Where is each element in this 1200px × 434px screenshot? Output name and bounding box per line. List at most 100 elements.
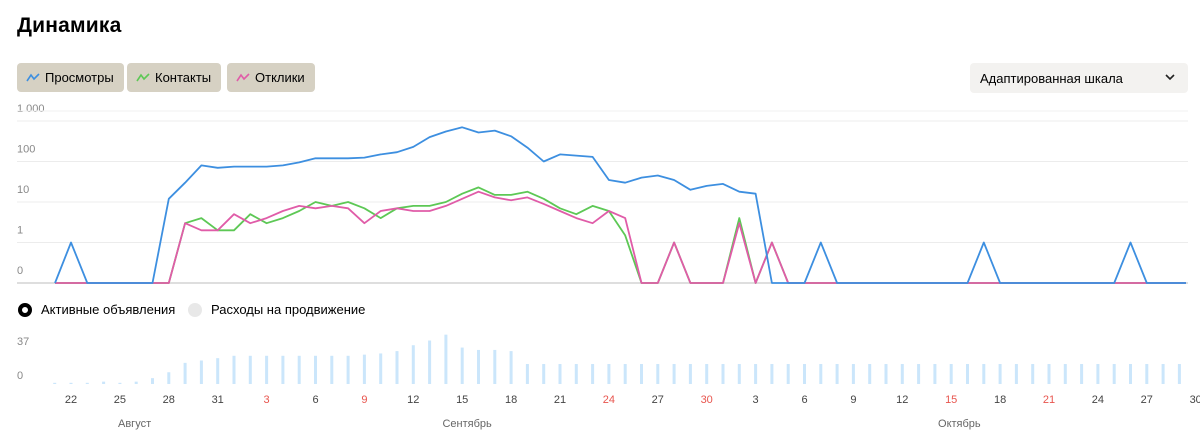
active-listings-bar [900,364,904,384]
metric-spend-label: Расходы на продвижение [211,302,366,317]
x-tick-label: 22 [65,394,77,406]
x-tick-label: 9 [361,394,367,406]
active-listings-bar [151,378,154,384]
active-listings-bar [134,381,138,384]
y-tick-label: 10 [17,184,29,196]
active-listings-bar [786,364,790,384]
x-tick-label: 6 [801,394,807,406]
line-icon [136,72,150,81]
active-listings-bar [933,364,937,384]
active-listings-bar [1145,364,1149,384]
active-listings-bar [1112,364,1116,384]
x-tick-label: 24 [603,394,615,406]
metric-active-radio[interactable]: Активные объявления [18,302,175,317]
line-icon [236,72,250,81]
active-listings-bar [1177,364,1181,384]
legend-responses-toggle[interactable]: Отклики [227,63,315,92]
active-listings-bar [525,364,529,384]
active-listings-bar [118,382,122,384]
y-tick-label: 0 [17,370,23,382]
y-tick-label: 1 000 [17,103,45,115]
active-listings-bar [721,364,725,384]
active-listings-bar [1161,364,1165,384]
responses-line [55,190,1186,284]
x-tick-label: 3 [753,394,759,406]
active-listings-bar [835,364,839,384]
active-listings-bar [851,364,855,384]
active-listings-bar [558,364,562,384]
active-listings-bar [754,364,758,384]
active-listings-bar [1031,364,1035,384]
active-listings-bar [509,351,513,384]
active-listings-bar [167,372,171,384]
scale-select[interactable]: Адаптированная шкала [970,63,1188,93]
active-listings-bar [232,355,236,384]
active-listings-bar [444,334,448,384]
active-listings-bar [85,382,89,384]
legend-responses-label: Отклики [255,70,305,85]
legend-contacts-label: Контакты [155,70,212,85]
x-tick-label: 27 [1141,394,1153,406]
active-listings-bar [982,364,986,384]
x-tick-label: 18 [994,394,1006,406]
x-tick-label: 30 [701,394,713,406]
active-listings-bar [607,364,611,384]
x-tick-label: 21 [554,394,566,406]
legend-views-label: Просмотры [45,70,114,85]
active-listings-bar [884,364,888,384]
active-listings-bar [966,364,969,384]
x-tick-label: 6 [312,394,318,406]
active-listings-bar [183,362,187,384]
active-listings-bar [395,351,399,384]
active-listings-bar [346,355,350,384]
active-listings-bar [640,364,643,384]
line-icon [26,72,40,81]
active-listings-bar [868,364,872,384]
active-listings-bar [770,364,774,384]
metric-spend-radio[interactable]: Расходы на продвижение [188,302,365,317]
active-listings-bar [314,355,317,384]
metric-active-label: Активные объявления [41,302,176,317]
x-tick-label: 9 [850,394,856,406]
legend-views-toggle[interactable]: Просмотры [17,63,124,92]
active-listings-bar [819,364,823,384]
active-listings-bar [199,360,203,384]
active-listings-bar [477,349,480,384]
y-tick-label: 0 [17,265,23,277]
x-tick-label: 28 [163,394,175,406]
active-listings-bar [1129,364,1132,384]
active-listings-bar [998,364,1002,384]
active-listings-bar [688,364,692,384]
page-title: Динамика [17,14,122,37]
y-tick-label: 100 [17,144,35,156]
active-listings-bar [623,364,627,384]
active-listings-bar [1047,364,1051,384]
active-listings-bar [1063,364,1067,384]
active-listings-bar [216,358,220,384]
x-tick-label: 31 [212,394,224,406]
x-tick-label: 25 [114,394,126,406]
x-tick-label: 27 [652,394,664,406]
x-tick-label: 15 [945,394,957,406]
chevron-down-icon [1165,74,1175,81]
y-tick-label: 37 [17,336,29,348]
active-listings-bar [574,364,578,384]
active-listings-bar [379,353,383,384]
radio-unselected-icon [188,302,202,317]
active-listings-bar [1014,364,1018,384]
legend-contacts-toggle[interactable]: Контакты [127,63,222,92]
active-listings-bar [1096,364,1100,384]
active-listings-bar [917,364,921,384]
active-listings-bar [656,364,660,384]
x-tick-label: 12 [407,394,419,406]
active-listings-bar [265,355,269,384]
active-listings-bar [53,382,57,384]
x-tick-label: 12 [896,394,908,406]
active-listings-bar [297,355,301,384]
active-listings-bar [428,340,432,384]
x-tick-label: 3 [264,394,270,406]
month-label: Октябрь [938,418,981,430]
active-listings-bar [803,364,806,384]
x-tick-label: 18 [505,394,517,406]
